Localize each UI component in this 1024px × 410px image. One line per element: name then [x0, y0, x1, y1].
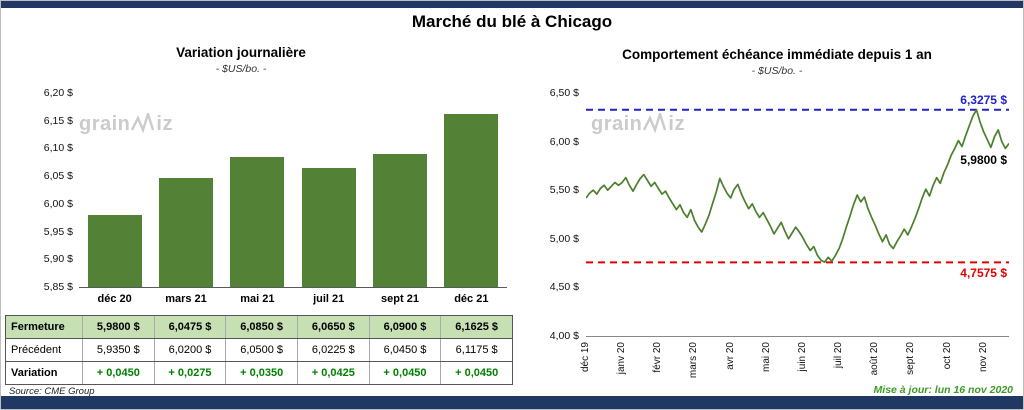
- line-x-axis: déc 19 janv 20 févr 20 mars 20 avr 20 mai 20 j…: [580, 340, 1009, 394]
- y-tick-label: 5,85 $: [43, 281, 73, 293]
- source-note: Source: CME Group: [9, 386, 95, 397]
- table-cell: 5,9350 $: [82, 339, 154, 361]
- y-tick-label: 6,00 $: [549, 135, 579, 148]
- y-tick-label: 5,90 $: [43, 253, 73, 266]
- bar: [444, 113, 499, 287]
- table-cell: + 0,0425: [296, 362, 369, 384]
- table-cell: + 0,0350: [225, 362, 297, 384]
- zigzag-w-icon: [131, 113, 155, 133]
- ref-line-label: 4,7575 $: [960, 266, 1007, 281]
- bar-chart-subtitle: - $US/bo. -: [215, 63, 267, 75]
- table-cell: + 0,0450: [440, 362, 512, 384]
- end-value-label: 5,9800 $: [960, 152, 1007, 167]
- x-axis-label: août 20: [869, 342, 881, 376]
- table-cell: 6,0500 $: [225, 339, 297, 361]
- x-category-label: juil 21: [313, 293, 345, 305]
- updated-note: Mise à jour: lun 16 nov 2020: [873, 384, 1013, 396]
- x-axis-label: oct 20: [941, 342, 953, 370]
- x-axis-label: déc 19: [580, 342, 591, 373]
- x-axis-label: sept 20: [905, 342, 917, 375]
- y-tick-label: 4,00 $: [549, 330, 579, 342]
- x-axis-label: avr 20: [724, 342, 736, 370]
- table-cell: 6,0450 $: [368, 339, 441, 361]
- grainwiz-watermark: grain iz: [591, 113, 685, 134]
- x-category-label: déc 20: [97, 293, 132, 305]
- watermark-text-pre: grain: [79, 113, 131, 135]
- x-category-label: mai 21: [240, 293, 275, 305]
- bar: [230, 156, 285, 287]
- ref-line-label: 6,3275 $: [960, 92, 1007, 107]
- x-axis-label: juin 20: [796, 342, 808, 372]
- table-cell: 6,1175 $: [440, 339, 512, 361]
- table-row: Précédent 5,9350 $6,0200 $6,0500 $6,0225 …: [6, 338, 512, 361]
- bar: [372, 153, 427, 287]
- bar: [158, 177, 213, 287]
- x-axis-label: mars 20: [688, 342, 700, 379]
- y-tick-label: 6,05 $: [43, 170, 73, 183]
- line-plot-area: 6,3275 $ 4,7575 $ 5,9800 $: [586, 93, 1009, 337]
- top-border-strip: [1, 1, 1023, 8]
- y-tick-label: 6,50 $: [549, 87, 579, 99]
- table-row: Variation + 0,0450 + 0,0275 + 0,0350 + 0,042…: [6, 361, 512, 384]
- x-axis-label: janv 20: [616, 342, 628, 375]
- bottom-border-strip: [1, 396, 1023, 409]
- table-cell: 6,0650 $: [296, 316, 369, 338]
- watermark-text-pre: grain: [591, 113, 643, 135]
- price-table: Fermeture 5,9800 $6,0475 $6,0850 $6,0650 …: [5, 315, 513, 385]
- y-tick-label: 6,20 $: [43, 87, 73, 99]
- y-tick-label: 5,50 $: [549, 184, 579, 197]
- x-axis-label: mai 20: [760, 342, 772, 373]
- table-cell: 6,0225 $: [296, 339, 369, 361]
- y-tick-label: 5,95 $: [43, 225, 73, 238]
- bar-x-axis: déc 20 mars 21 mai 21 juil 21 sept 21 déc 21: [79, 293, 507, 305]
- table-row: Fermeture 5,9800 $6,0475 $6,0850 $6,0650 …: [6, 316, 512, 338]
- table-cell: 6,0900 $: [368, 316, 441, 338]
- table-row-label: Fermeture: [11, 321, 65, 333]
- y-tick-label: 6,10 $: [43, 142, 73, 155]
- y-tick-label: 5,00 $: [549, 232, 579, 245]
- x-category-label: sept 21: [381, 293, 419, 305]
- x-axis-label: nov 20: [977, 342, 989, 373]
- x-category-label: mars 21: [165, 293, 207, 305]
- x-category-label: déc 21: [454, 293, 489, 305]
- price-line: [586, 108, 1009, 263]
- table-cell: 6,0200 $: [153, 339, 226, 361]
- watermark-text-post: iz: [156, 113, 173, 135]
- line-chart-subtitle: - $US/bo. -: [751, 65, 803, 77]
- zigzag-w-icon: [643, 113, 667, 133]
- table-cell: 6,0850 $: [225, 316, 297, 338]
- watermark-text-post: iz: [668, 113, 685, 135]
- bar: [301, 167, 356, 287]
- y-tick-label: 6,00 $: [43, 197, 73, 210]
- y-tick-label: 6,15 $: [43, 114, 73, 127]
- table-row-label: Précédent: [11, 344, 62, 356]
- table-cell: 6,0475 $: [153, 316, 226, 338]
- bar-chart-title: Variation journalière: [176, 45, 306, 60]
- line-chart-svg: [586, 108, 1009, 264]
- bar: [87, 214, 142, 287]
- x-axis-label: févr 20: [652, 342, 664, 373]
- table-cell: 5,9800 $: [82, 316, 154, 338]
- bar-y-axis: 6,20 $ 6,15 $ 6,10 $ 6,05 $ 6,00 $ 5,95 $ 5,90…: [25, 87, 73, 293]
- table-cell: 6,1625 $: [440, 316, 512, 338]
- line-chart-title: Comportement échéance immédiate depuis 1…: [622, 47, 932, 62]
- x-axis-label: juil 20: [833, 342, 845, 369]
- bar-plot-area: [79, 93, 507, 288]
- y-tick-label: 4,50 $: [549, 281, 579, 294]
- table-cell: + 0,0450: [368, 362, 441, 384]
- line-y-axis: 6,50 $ 6,00 $ 5,50 $ 5,00 $ 4,50 $ 4,00 $: [535, 87, 579, 343]
- grainwiz-watermark: grain iz: [79, 113, 173, 134]
- table-cell: + 0,0275: [153, 362, 226, 384]
- table-cell: + 0,0450: [82, 362, 154, 384]
- table-row-label: Variation: [11, 367, 58, 379]
- page-title: Marché du blé à Chicago: [411, 12, 613, 31]
